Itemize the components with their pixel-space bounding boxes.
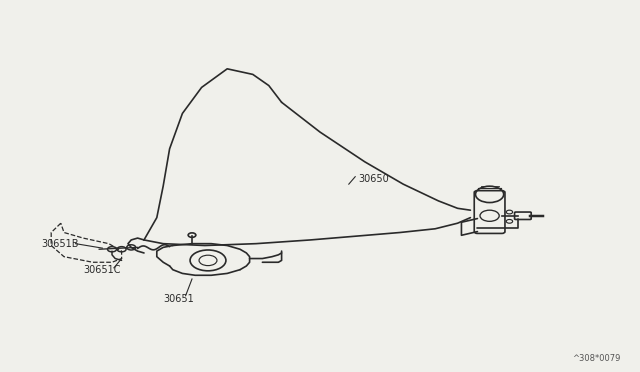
- Text: ^308*0079: ^308*0079: [572, 354, 621, 363]
- Text: 30651: 30651: [163, 295, 194, 304]
- Text: 30650: 30650: [358, 174, 389, 183]
- Text: 30651B: 30651B: [42, 239, 79, 248]
- Text: 30651C: 30651C: [83, 265, 121, 275]
